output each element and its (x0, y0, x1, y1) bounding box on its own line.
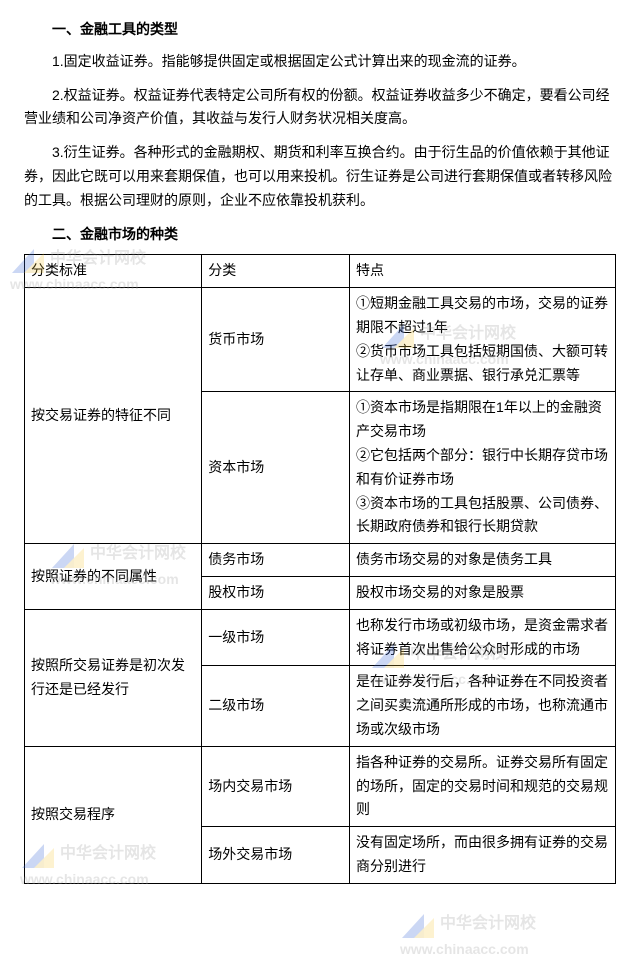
cell-standard: 按照交易程序 (25, 746, 202, 883)
cell-feature: 股权市场交易的对象是股票 (350, 576, 616, 609)
cell-category: 货币市场 (202, 288, 350, 392)
paragraph-2: 2.权益证券。权益证券代表特定公司所有权的份额。权益证券收益多少不确定，要看公司… (24, 84, 616, 132)
market-types-table: 分类标准 分类 特点 按交易证券的特征不同 货币市场 ①短期金融工具交易的市场，… (24, 254, 616, 883)
paragraph-3: 3.衍生证券。各种形式的金融期权、期货和利率互换合约。由于衍生品的价值依赖于其他… (24, 141, 616, 212)
cell-standard: 按交易证券的特征不同 (25, 288, 202, 544)
cell-feature: 没有固定场所，而由很多拥有证券的交易商分别进行 (350, 827, 616, 884)
cell-category: 债务市场 (202, 544, 350, 577)
svg-text:www.chinaacc.com: www.chinaacc.com (400, 941, 529, 957)
section1-heading: 一、金融工具的类型 (24, 18, 616, 42)
table-row: 按照交易程序 场内交易市场 指各种证券的交易所。证券交易所有固定的场所，固定的交… (25, 746, 616, 826)
table-row: 按交易证券的特征不同 货币市场 ①短期金融工具交易的市场，交易的证券期限不超过1… (25, 288, 616, 392)
cell-standard: 按照所交易证券是初次发行还是已经发行 (25, 609, 202, 746)
cell-feature: 债务市场交易的对象是债务工具 (350, 544, 616, 577)
cell-category: 二级市场 (202, 666, 350, 746)
cell-category: 一级市场 (202, 609, 350, 666)
th-standard: 分类标准 (25, 255, 202, 288)
cell-category: 场外交易市场 (202, 827, 350, 884)
paragraph-1: 1.固定收益证券。指能够提供固定或根据固定公式计算出来的现金流的证券。 (24, 50, 616, 74)
th-category: 分类 (202, 255, 350, 288)
cell-category: 场内交易市场 (202, 746, 350, 826)
cell-feature: 指各种证券的交易所。证券交易所有固定的场所，固定的交易时间和规范的交易规则 (350, 746, 616, 826)
th-feature: 特点 (350, 255, 616, 288)
table-row: 按照证券的不同属性 债务市场 债务市场交易的对象是债务工具 (25, 544, 616, 577)
section2-heading: 二、金融市场的种类 (24, 223, 616, 247)
cell-standard: 按照证券的不同属性 (25, 544, 202, 610)
cell-feature: ①短期金融工具交易的市场，交易的证券期限不超过1年②货币市场工具包括短期国债、大… (350, 288, 616, 392)
cell-feature: 也称发行市场或初级市场，是资金需求者将证券首次出售给公众时形成的市场 (350, 609, 616, 666)
watermark-logo: 中华会计网校 www.chinaacc.com (400, 910, 570, 958)
cell-feature: ①资本市场是指期限在1年以上的金融资产交易市场②它包括两个部分：银行中长期存贷市… (350, 392, 616, 544)
cell-feature: 是在证券发行后，各种证券在不同投资者之间买卖流通所形成的市场，也称流通市场或次级… (350, 666, 616, 746)
table-row: 按照所交易证券是初次发行还是已经发行 一级市场 也称发行市场或初级市场，是资金需… (25, 609, 616, 666)
svg-text:中华会计网校: 中华会计网校 (440, 913, 537, 932)
cell-category: 股权市场 (202, 576, 350, 609)
cell-category: 资本市场 (202, 392, 350, 544)
table-header-row: 分类标准 分类 特点 (25, 255, 616, 288)
